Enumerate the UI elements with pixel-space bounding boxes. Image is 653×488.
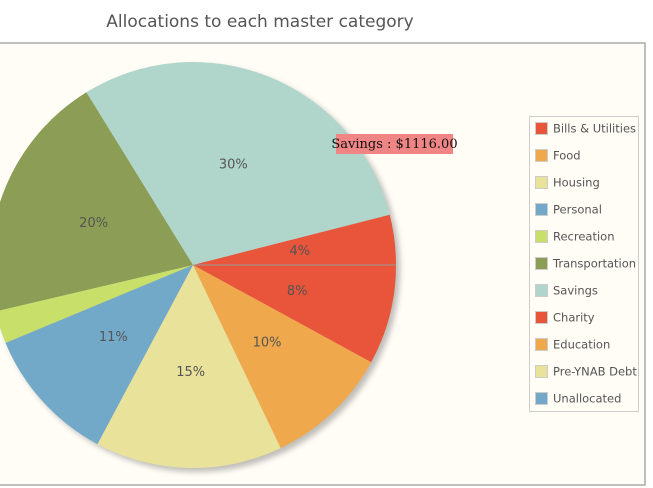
- legend-swatch: [535, 122, 548, 135]
- tooltip-box: [336, 134, 453, 154]
- slice-label: 4%: [289, 244, 310, 259]
- legend-label: Charity: [553, 311, 595, 325]
- slice-label: 20%: [79, 216, 108, 231]
- pie-slice: [193, 265, 396, 363]
- legend-swatch: [535, 203, 548, 216]
- legend-swatch: [535, 311, 548, 324]
- legend-label: Unallocated: [553, 392, 621, 406]
- legend-items: Bills & Utilities Food Housing Personal Recr…: [535, 122, 637, 406]
- legend-swatch: [535, 338, 548, 351]
- legend-label: Housing: [553, 176, 600, 190]
- slice-label: 10%: [253, 336, 282, 351]
- legend-swatch: [535, 365, 548, 378]
- slice-label: 8%: [287, 284, 308, 299]
- legend-swatch: [535, 149, 548, 162]
- legend-label: Pre-YNAB Debt: [553, 365, 637, 379]
- slice-label: 30%: [219, 158, 248, 173]
- legend-label: Transportation: [552, 257, 636, 271]
- legend-label: Personal: [553, 203, 602, 217]
- legend-swatch: [535, 176, 548, 189]
- legend-label: Recreation: [553, 230, 615, 244]
- pie-slice: [5, 265, 193, 445]
- tooltip-text: Savings : $1116.00: [331, 137, 457, 152]
- pie-slice: [97, 265, 281, 468]
- legend-label: Food: [553, 149, 581, 163]
- slice-label: 11%: [99, 330, 128, 345]
- pie-slice: [193, 214, 396, 265]
- legend-swatch: [535, 230, 548, 243]
- legend-label: Savings: [553, 284, 598, 298]
- legend-label: Bills & Utilities: [553, 122, 636, 136]
- chart-title: Allocations to each master category: [106, 12, 413, 32]
- pie-slice: [86, 61, 390, 265]
- legend-label: Education: [553, 338, 610, 352]
- pie-slice: [193, 265, 372, 449]
- pie-slice: [0, 265, 193, 343]
- slice-label: 15%: [176, 365, 205, 380]
- legend-swatch: [535, 392, 548, 405]
- tooltip: Savings : $1116.00: [331, 134, 458, 154]
- pie: 8% 10% 15% 11% 20% 30% 4%: [0, 61, 400, 472]
- legend-swatch: [535, 284, 548, 297]
- pie-slice: [0, 92, 193, 311]
- legend-swatch: [535, 257, 548, 270]
